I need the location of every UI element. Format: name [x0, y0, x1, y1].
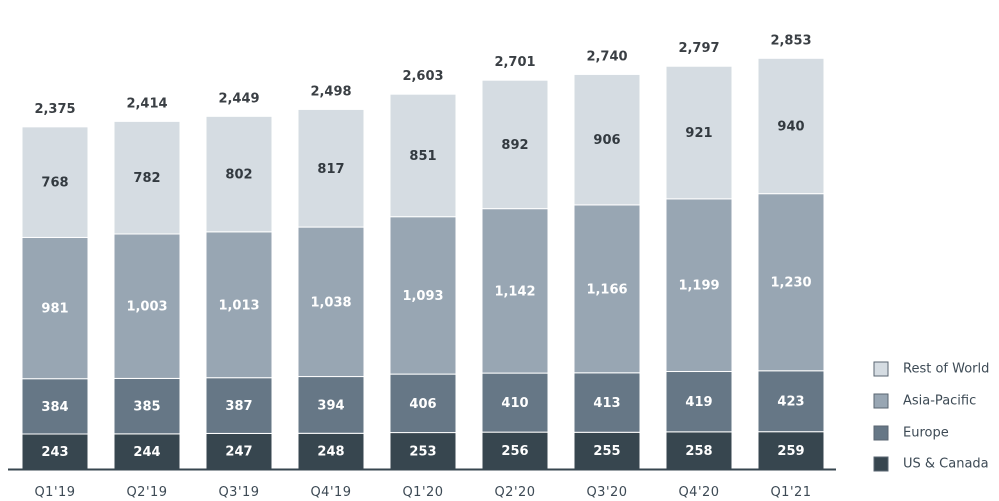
total-label: 2,375	[34, 102, 75, 117]
segment-label: 406	[409, 397, 436, 412]
bar-segment-rest-of-world	[573, 73, 641, 206]
segment-label: 892	[501, 138, 528, 153]
segment-label: 940	[777, 119, 804, 134]
segment-label: 1,093	[402, 289, 443, 304]
bar-segment-asia-pacific	[297, 226, 365, 378]
legend-label: US & Canada	[903, 457, 989, 472]
segment-label: 384	[41, 400, 68, 415]
total-label: 2,603	[402, 69, 443, 84]
legend-swatch	[873, 425, 889, 441]
bar-segment-asia-pacific	[389, 216, 457, 375]
segment-label: 394	[317, 398, 344, 413]
segment-label: 1,230	[770, 276, 811, 291]
segment-label: 247	[225, 445, 252, 460]
bar-segment-us-canada	[665, 431, 733, 470]
segment-label: 768	[41, 176, 68, 191]
segment-label: 385	[133, 400, 160, 415]
bar-segment-rest-of-world	[297, 108, 365, 228]
bar-segment-europe	[573, 372, 641, 433]
x-tick-label: Q1'20	[402, 485, 443, 500]
segment-label: 1,142	[494, 284, 535, 299]
bar-segment-europe	[205, 377, 273, 434]
segment-label: 259	[777, 444, 804, 459]
bar-segment-europe	[113, 377, 181, 435]
legend-swatch	[873, 361, 889, 377]
bar-segment-us-canada	[21, 433, 89, 470]
segment-label: 419	[685, 395, 712, 410]
segment-label: 413	[593, 396, 620, 411]
segment-label: 423	[777, 395, 804, 410]
segment-label: 782	[133, 171, 160, 186]
segment-label: 253	[409, 444, 436, 459]
bar-segment-us-canada	[481, 431, 549, 470]
x-tick-label: Q2'20	[494, 485, 535, 500]
segment-label: 851	[409, 149, 436, 164]
legend-label: Asia-Pacific	[903, 394, 976, 409]
legend-label: Europe	[903, 426, 949, 441]
bar-segment-rest-of-world	[205, 115, 273, 233]
segment-label: 1,199	[678, 279, 719, 294]
segment-label: 255	[593, 444, 620, 459]
bar-segment-asia-pacific	[205, 231, 273, 379]
total-label: 2,853	[770, 33, 811, 48]
segment-label: 243	[41, 445, 68, 460]
segment-label: 1,003	[126, 300, 167, 315]
bar-segment-europe	[757, 370, 825, 433]
segment-label: 1,038	[310, 295, 351, 310]
segment-label: 817	[317, 162, 344, 177]
bar-segment-us-canada	[389, 432, 457, 470]
segment-label: 1,166	[586, 282, 627, 297]
segment-label: 258	[685, 444, 712, 459]
segment-label: 387	[225, 399, 252, 414]
bar-segment-rest-of-world	[113, 120, 181, 235]
bar-segment-asia-pacific	[113, 233, 181, 379]
total-label: 2,740	[586, 49, 627, 64]
bar-segment-asia-pacific	[757, 193, 825, 372]
bar-segment-rest-of-world	[389, 93, 457, 218]
bar-segment-europe	[21, 378, 89, 435]
bar-segment-asia-pacific	[481, 208, 549, 374]
x-tick-label: Q3'20	[586, 485, 627, 500]
segment-label: 1,013	[218, 298, 259, 313]
x-tick-label: Q4'20	[678, 485, 719, 500]
segment-label: 802	[225, 168, 252, 183]
x-tick-label: Q3'19	[218, 485, 259, 500]
total-label: 2,498	[310, 84, 351, 99]
legend-swatch	[873, 393, 889, 409]
segment-label: 921	[685, 126, 712, 141]
bar-segment-rest-of-world	[665, 65, 733, 200]
segment-label: 256	[501, 444, 528, 459]
legend-label: Rest of World	[903, 362, 989, 377]
x-tick-label: Q2'19	[126, 485, 167, 500]
x-tick-label: Q4'19	[310, 485, 351, 500]
total-label: 2,701	[494, 55, 535, 70]
total-label: 2,449	[218, 91, 259, 106]
segment-label: 410	[501, 396, 528, 411]
bar-segment-rest-of-world	[21, 126, 89, 238]
x-tick-label: Q1'21	[770, 485, 811, 500]
total-label: 2,414	[126, 96, 167, 111]
total-label: 2,797	[678, 41, 719, 56]
bar-segment-rest-of-world	[757, 57, 825, 195]
bar-segment-europe	[665, 371, 733, 433]
segment-label: 981	[41, 302, 68, 317]
segment-label: 906	[593, 133, 620, 148]
bar-segment-europe	[389, 373, 457, 434]
segment-label: 248	[317, 445, 344, 460]
bar-segment-asia-pacific	[573, 204, 641, 374]
segment-label: 244	[133, 445, 160, 460]
bar-segment-rest-of-world	[481, 79, 549, 210]
x-tick-label: Q1'19	[34, 485, 75, 500]
legend-swatch	[873, 456, 889, 472]
